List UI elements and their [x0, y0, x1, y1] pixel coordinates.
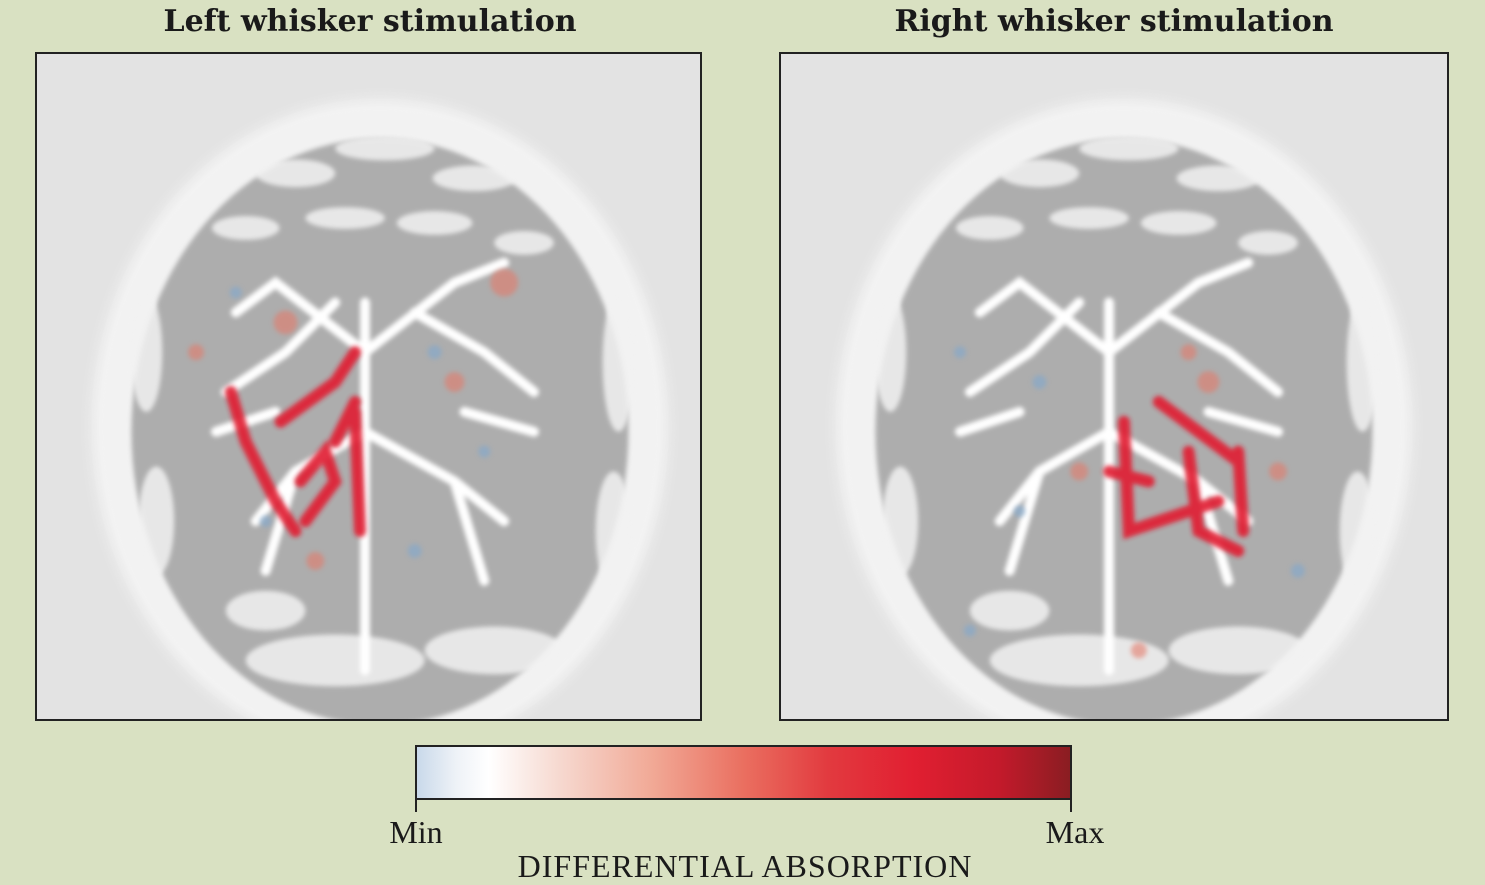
colorbar-max-tick — [1070, 800, 1072, 812]
colorbar — [415, 745, 1072, 800]
colorbar-min-tick — [415, 800, 417, 812]
right-brain-svg — [781, 54, 1447, 719]
colorbar-min-label: Min — [389, 814, 443, 850]
left-brain-svg — [37, 54, 700, 719]
left-panel-title: Left whisker stimulation — [163, 4, 577, 39]
colorbar-max-label: Max — [1045, 814, 1105, 850]
left-brain-image — [35, 52, 702, 721]
right-brain-image — [779, 52, 1449, 721]
colorbar-title: DIFFERENTIAL ABSORPTION — [517, 848, 973, 884]
right-panel-title: Right whisker stimulation — [894, 4, 1334, 39]
